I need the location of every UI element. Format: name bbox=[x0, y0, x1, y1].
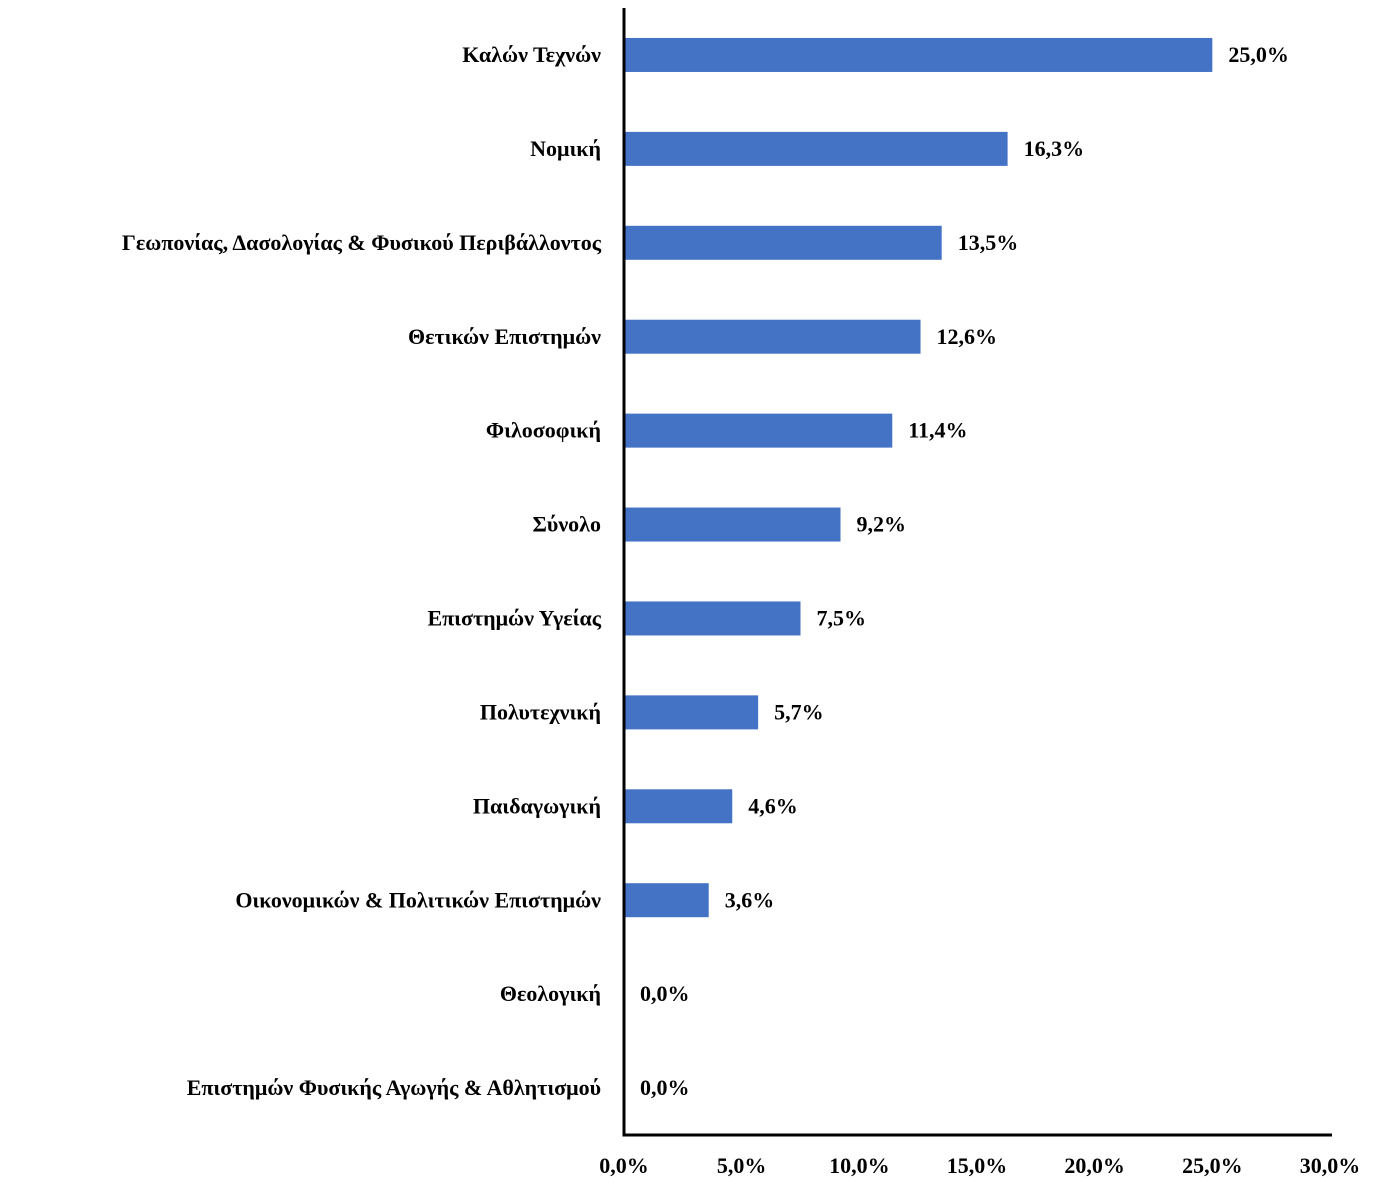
value-label: 0,0% bbox=[640, 1075, 690, 1100]
bar bbox=[624, 413, 893, 448]
y-tick-label: Γεωπονίας, Δασολογίας & Φυσικού Περιβάλλ… bbox=[122, 230, 602, 255]
y-tick-label: Παιδαγωγική bbox=[473, 793, 601, 818]
x-tick-label: 10,0% bbox=[829, 1153, 890, 1178]
bar bbox=[624, 507, 841, 542]
y-tick-label: Επιστημών Υγείας bbox=[427, 606, 601, 631]
value-label: 4,6% bbox=[748, 793, 798, 818]
value-label: 9,2% bbox=[857, 512, 907, 537]
y-tick-label: Θετικών Επιστημών bbox=[408, 324, 601, 349]
y-tick-label: Θεολογική bbox=[500, 981, 601, 1006]
value-label: 12,6% bbox=[937, 324, 998, 349]
x-tick-label: 25,0% bbox=[1182, 1153, 1243, 1178]
bar bbox=[624, 319, 921, 354]
x-tick-label: 5,0% bbox=[717, 1153, 767, 1178]
y-tick-label: Επιστημών Φυσικής Αγωγής & Αθλητισμού bbox=[187, 1075, 601, 1100]
y-tick-label: Πολυτεχνική bbox=[480, 699, 601, 724]
bar bbox=[624, 695, 759, 730]
x-tick-label: 15,0% bbox=[947, 1153, 1008, 1178]
value-label: 0,0% bbox=[640, 981, 690, 1006]
value-label: 7,5% bbox=[817, 606, 867, 631]
bar bbox=[624, 789, 733, 824]
bar bbox=[624, 883, 709, 918]
x-tick-label: 20,0% bbox=[1064, 1153, 1125, 1178]
value-label: 16,3% bbox=[1024, 136, 1084, 161]
bar bbox=[624, 131, 1008, 166]
value-label: 13,5% bbox=[958, 230, 1019, 255]
value-label: 3,6% bbox=[725, 887, 775, 912]
y-tick-label: Καλών Τεχνών bbox=[462, 42, 601, 67]
bar bbox=[624, 37, 1213, 72]
y-tick-label: Νομική bbox=[530, 136, 601, 161]
bar bbox=[624, 601, 801, 636]
value-label: 11,4% bbox=[908, 418, 967, 443]
y-tick-label: Οικονομικών & Πολιτικών Επιστημών bbox=[235, 887, 601, 912]
x-tick-label: 30,0% bbox=[1300, 1153, 1361, 1178]
y-tick-label: Σύνολο bbox=[533, 512, 601, 537]
value-label: 5,7% bbox=[774, 699, 824, 724]
x-tick-label: 0,0% bbox=[599, 1153, 649, 1178]
bar bbox=[624, 225, 942, 260]
value-label: 25,0% bbox=[1228, 42, 1289, 67]
y-tick-label: Φιλοσοφική bbox=[486, 418, 601, 443]
